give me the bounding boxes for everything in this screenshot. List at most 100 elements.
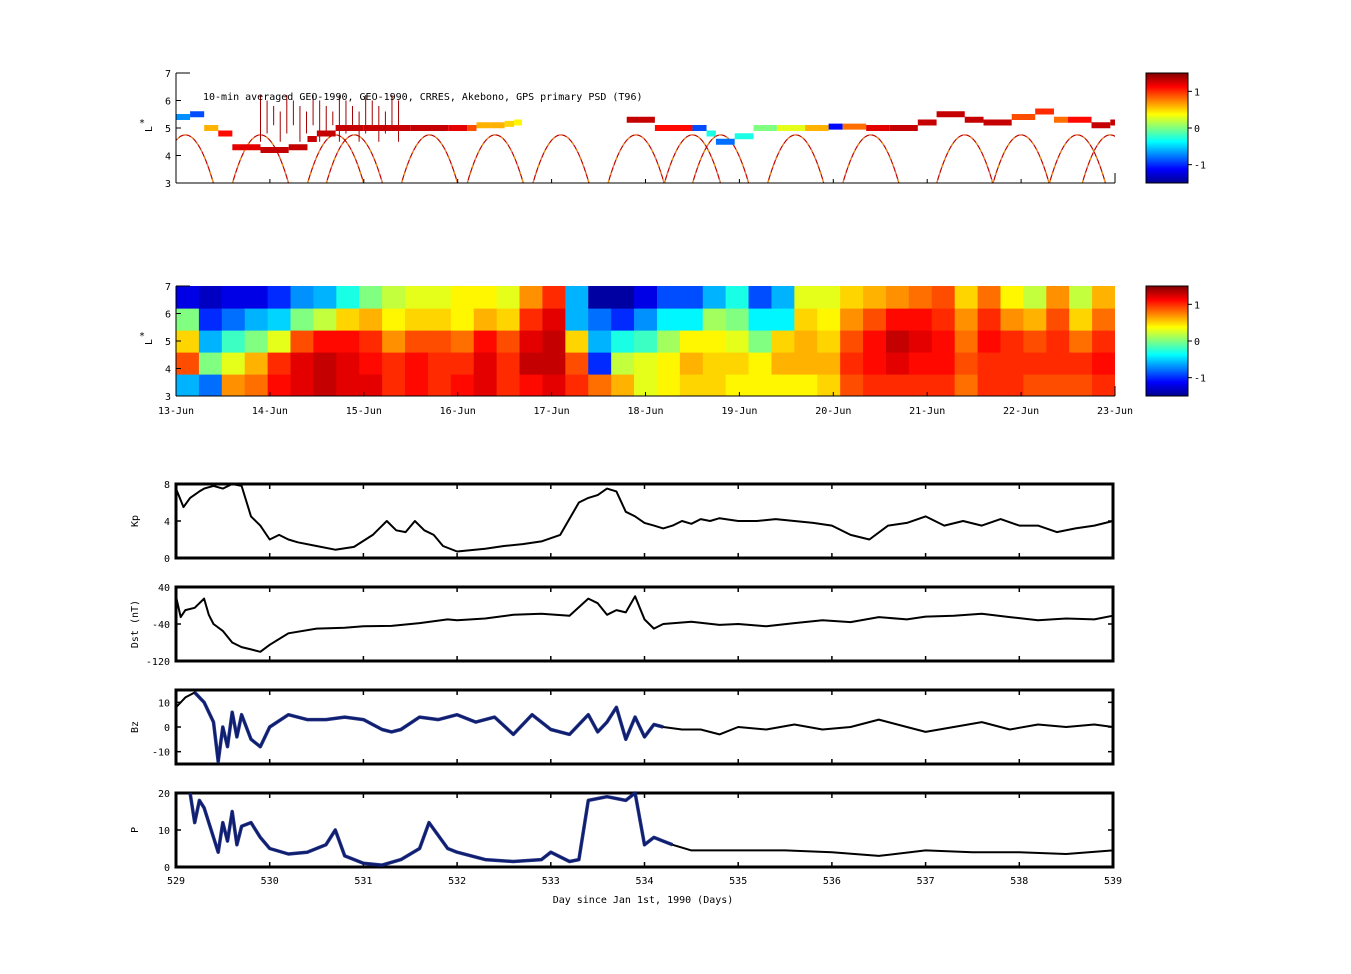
psd-model-cell bbox=[1000, 330, 1024, 353]
psd-model-cell bbox=[611, 286, 635, 309]
psd-model-cell bbox=[931, 286, 956, 309]
psd-obs-ytick-label: 4 bbox=[165, 152, 171, 163]
psd-model-cell bbox=[565, 374, 589, 396]
psd-model-cell bbox=[176, 352, 200, 375]
psd-model-cell bbox=[359, 286, 383, 309]
psd-model-ylabel: L bbox=[144, 339, 155, 345]
psd-model-cell bbox=[840, 286, 864, 309]
psd-model-cell bbox=[450, 330, 475, 353]
psd-model-cell bbox=[313, 308, 337, 331]
psd-model-ytick-label: 4 bbox=[165, 365, 171, 376]
psd-track-cell bbox=[964, 116, 984, 123]
psd-model-cell bbox=[702, 308, 727, 331]
bz-ytick-label: -10 bbox=[152, 748, 170, 759]
p-xtick-label: 529 bbox=[167, 876, 185, 887]
psd-model-cell bbox=[679, 374, 704, 396]
psd-model-cell bbox=[565, 352, 589, 375]
psd-model-cell bbox=[634, 286, 658, 309]
psd-track-cell bbox=[307, 136, 317, 142]
bz-series-line bbox=[175, 691, 1114, 763]
panel-bz: -10 0 10 Bz bbox=[130, 688, 1115, 766]
psd-model-cell bbox=[1069, 352, 1093, 375]
psd-orbit-arc-highlight bbox=[664, 134, 721, 183]
psd-model-cell bbox=[198, 352, 223, 375]
psd-model-cell bbox=[977, 286, 1002, 309]
psd-model-cell bbox=[954, 374, 979, 396]
kp-ytick-label: 4 bbox=[164, 517, 170, 528]
psd-model-cell bbox=[450, 352, 475, 375]
psd-model-cell bbox=[496, 374, 521, 396]
psd-model-cell bbox=[519, 374, 544, 396]
dst-frame bbox=[174, 585, 1115, 663]
psd-model-cell bbox=[908, 308, 933, 331]
psd-model-cell bbox=[1023, 330, 1047, 353]
psd-model-cell bbox=[519, 330, 544, 353]
psd-model-cell bbox=[496, 286, 521, 309]
psd-track-cell bbox=[514, 119, 523, 126]
psd-orbit-arc-highlight bbox=[401, 134, 458, 183]
psd-model-cell bbox=[221, 286, 246, 309]
psd-model-cell bbox=[771, 374, 795, 396]
psd-model-cell bbox=[794, 352, 818, 375]
psd-model-cell bbox=[931, 352, 956, 375]
psd-model-cell bbox=[1092, 308, 1115, 331]
p-xtick-label: 531 bbox=[354, 876, 372, 887]
psd-orbit-arc-highlight bbox=[532, 134, 590, 183]
psd-model-cell bbox=[198, 330, 223, 353]
psd-model-cell bbox=[382, 352, 406, 375]
psd-model-cell bbox=[336, 286, 360, 309]
psd-model-cell bbox=[931, 330, 956, 353]
psd-model-cell bbox=[840, 352, 864, 375]
panel-p: 0 10 20 P 529 530 531 532 533 534 535 536 537 538 539 D… bbox=[130, 789, 1122, 906]
psd-orbit-arc-highlight bbox=[1082, 134, 1115, 183]
psd-track-cell bbox=[706, 130, 716, 137]
psd-model-cell bbox=[1046, 308, 1070, 331]
psd-model-cell bbox=[1069, 374, 1093, 396]
psd-track-cell bbox=[363, 125, 392, 131]
psd-model-cell bbox=[519, 308, 544, 331]
psd-model-cell bbox=[611, 374, 635, 396]
psd-model-ytick-label: 5 bbox=[165, 337, 171, 348]
psd-model-cell bbox=[794, 330, 818, 353]
psd-model-cell bbox=[725, 308, 750, 331]
psd-model-xtick-label: 21-Jun bbox=[909, 406, 945, 417]
psd-model-cell bbox=[588, 352, 612, 375]
psd-model-cell bbox=[496, 308, 521, 331]
psd-model-cell bbox=[817, 352, 841, 375]
psd-model-cell bbox=[1069, 286, 1093, 309]
psd-model-cell bbox=[565, 308, 589, 331]
psd-model-cell bbox=[405, 286, 429, 309]
psd-track-cell bbox=[734, 133, 754, 140]
psd-model-cell bbox=[885, 308, 910, 331]
psd-model-cell bbox=[1023, 286, 1047, 309]
psd-model-cell bbox=[863, 308, 887, 331]
psd-track-cell bbox=[504, 120, 515, 127]
psd-track-cell bbox=[218, 130, 233, 137]
psd-model-xtick-label: 23-Jun bbox=[1097, 406, 1133, 417]
psd-model-cell bbox=[817, 330, 841, 353]
psd-track-cell bbox=[866, 125, 890, 131]
p-xtick-label: 536 bbox=[823, 876, 841, 887]
psd-track-cell bbox=[260, 147, 289, 153]
psd-model-cell bbox=[611, 352, 635, 375]
psd-model-cell bbox=[313, 374, 337, 396]
panel-dst: -120 -40 40 Dst (nT) bbox=[130, 583, 1115, 668]
psd-model-cell bbox=[794, 286, 818, 309]
psd-model-cell bbox=[1023, 352, 1047, 375]
psd-track-cell bbox=[842, 123, 867, 130]
psd-model-cell bbox=[542, 286, 566, 309]
psd-model-data bbox=[176, 286, 1115, 396]
psd-model-cell bbox=[679, 352, 704, 375]
psd-model-cell bbox=[931, 374, 956, 396]
psd-model-cell bbox=[313, 286, 337, 309]
psd-model-cell bbox=[176, 330, 200, 353]
psd-model-cell bbox=[748, 374, 773, 396]
psd-obs-colorbar-label: 1 bbox=[1194, 87, 1200, 98]
psd-model-cell bbox=[450, 374, 475, 396]
psd-model-cell bbox=[611, 308, 635, 331]
psd-track-cell bbox=[391, 125, 411, 131]
psd-model-cell bbox=[244, 286, 269, 309]
psd-obs-ytick-label: 7 bbox=[165, 69, 171, 80]
psd-model-ylabel-star: * bbox=[139, 331, 145, 342]
